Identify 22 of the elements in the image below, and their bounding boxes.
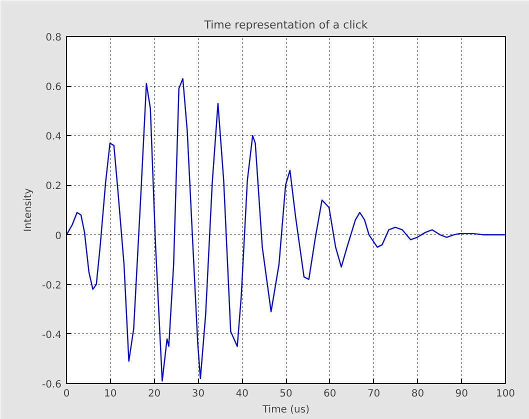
y-tick-label: -0.2 — [42, 280, 62, 292]
x-tick-label: 0 — [63, 388, 70, 400]
chart-title: Time representation of a click — [203, 18, 368, 32]
x-tick-label: 50 — [280, 388, 292, 400]
y-tick-label: -0.4 — [42, 330, 62, 341]
x-tick-label: 10 — [104, 388, 117, 400]
y-tick-label: 0.2 — [46, 181, 62, 192]
y-axis-title: Intensity — [22, 188, 34, 232]
x-tick-label: 20 — [148, 388, 161, 400]
y-tick-label: 0.4 — [46, 132, 62, 143]
x-tick-label: 70 — [367, 388, 380, 400]
x-tick-label: 30 — [192, 388, 205, 400]
y-tick-label: 0.6 — [46, 82, 62, 94]
x-tick-label: 90 — [455, 388, 468, 400]
x-tick-label: 100 — [496, 388, 516, 400]
y-tick-label: 0.8 — [46, 32, 62, 44]
x-tick-label: 60 — [324, 388, 336, 400]
y-tick-label: -0.6 — [42, 380, 62, 390]
y-tick-label: 0 — [55, 230, 62, 242]
x-axis-title: Time (us) — [262, 404, 310, 416]
x-tick-label: 80 — [411, 388, 424, 400]
x-tick-label: 40 — [236, 388, 248, 400]
